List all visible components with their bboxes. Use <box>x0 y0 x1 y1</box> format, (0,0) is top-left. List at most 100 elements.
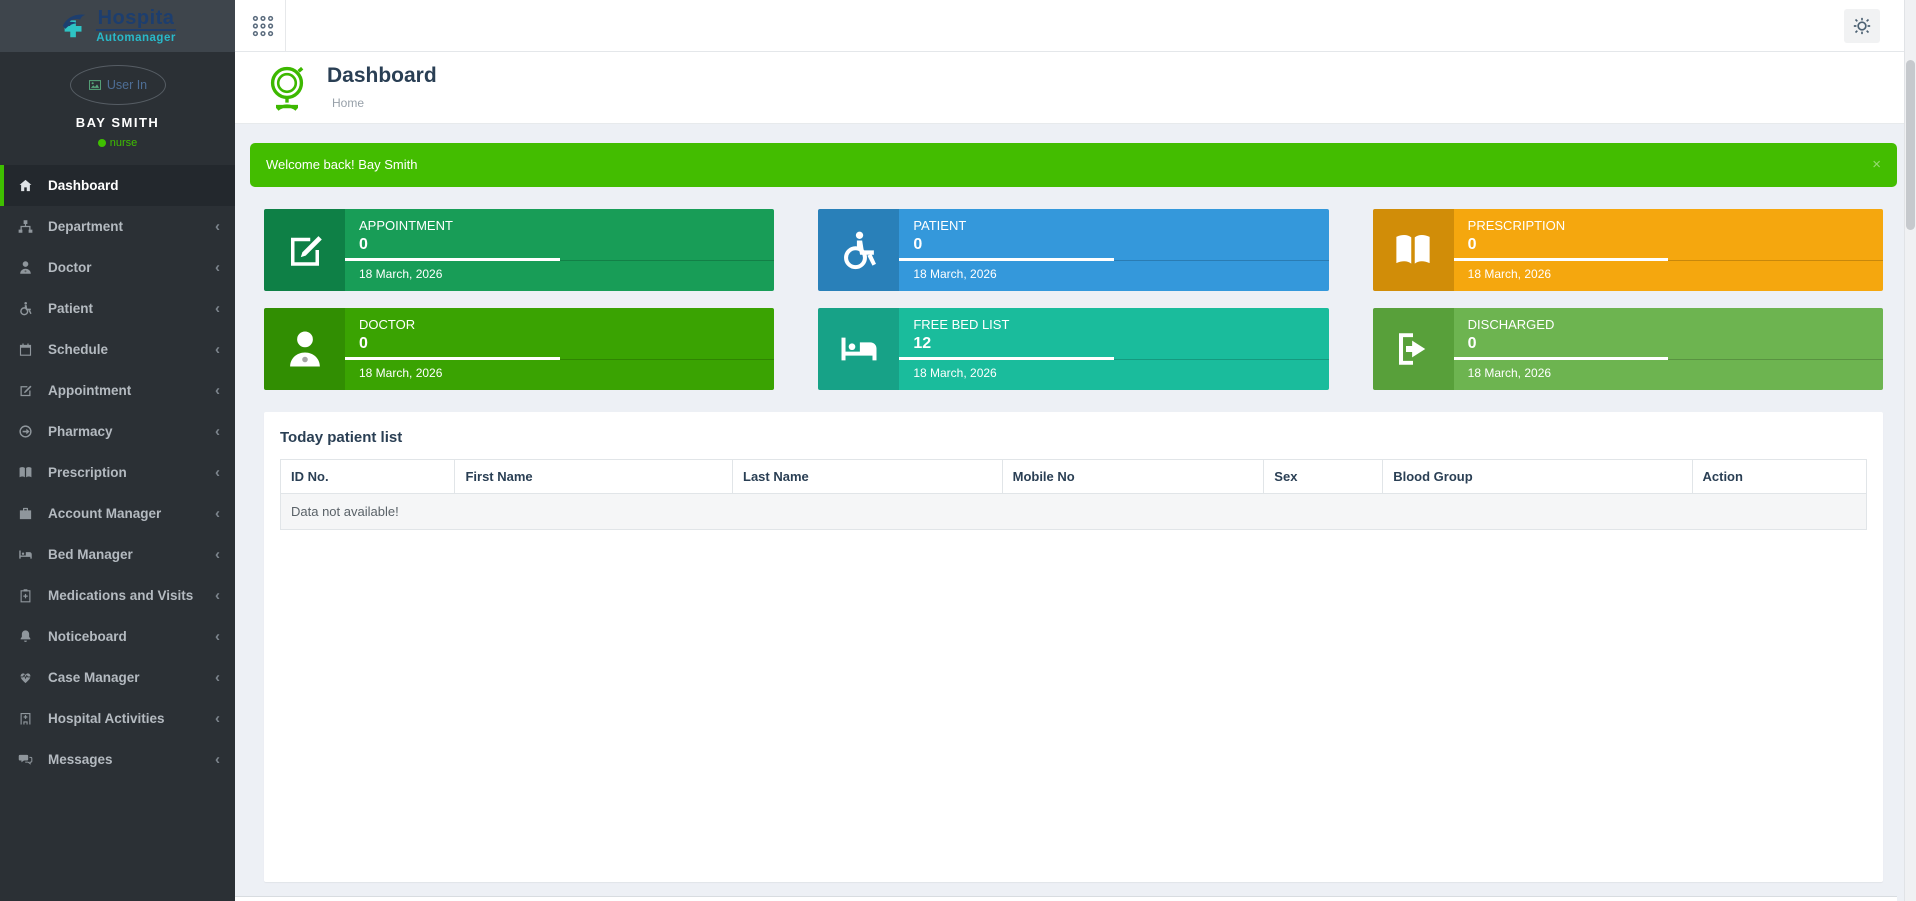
apps-grid-button[interactable] <box>248 11 278 41</box>
sidebar-item-medications-and-visits[interactable]: Medications and Visits ‹ <box>0 575 235 616</box>
broken-image-icon <box>88 78 102 92</box>
stat-card-title: DOCTOR <box>359 317 416 332</box>
stat-card-title: DISCHARGED <box>1467 317 1555 332</box>
stat-card-date: 18 March, 2026 <box>359 267 443 281</box>
bell-icon <box>18 629 33 644</box>
sidebar-item-account-manager[interactable]: Account Manager ‹ <box>0 493 235 534</box>
user-name: BAY SMITH <box>75 115 160 130</box>
doctor-icon <box>18 260 33 275</box>
panel-title: Today patient list <box>280 429 403 446</box>
chevron-left-icon: ‹ <box>215 300 220 317</box>
stat-card-body: PATIENT 0 18 March, 2026 <box>899 209 1329 291</box>
column-header-sex: Sex <box>1263 459 1384 494</box>
topbar-divider <box>285 0 286 51</box>
stat-card-icon-box <box>264 209 345 291</box>
brand-name: Hospita <box>97 6 175 29</box>
sitemap-icon <box>18 219 33 234</box>
sidebar-item-label: Prescription <box>48 465 127 480</box>
stat-card-value: 0 <box>359 335 368 352</box>
footer-strip <box>235 896 1897 901</box>
banner-close-icon[interactable]: × <box>1872 156 1881 173</box>
topbar <box>235 0 1916 52</box>
progress-track <box>899 260 1329 261</box>
sidebar-item-label: Department <box>48 219 124 234</box>
stat-card-date: 18 March, 2026 <box>913 366 997 380</box>
sidebar-item-bed-manager[interactable]: Bed Manager ‹ <box>0 534 235 575</box>
bed-icon <box>18 547 33 562</box>
welcome-banner: Welcome back! Bay Smith × <box>250 143 1897 187</box>
stat-card-title: APPOINTMENT <box>359 218 453 233</box>
stat-card-date: 18 March, 2026 <box>1467 366 1552 380</box>
sidebar-item-schedule[interactable]: Schedule ‹ <box>0 329 235 370</box>
chevron-left-icon: ‹ <box>215 628 220 645</box>
chevron-left-icon: ‹ <box>215 546 220 563</box>
open-book-icon <box>1392 229 1434 271</box>
column-header-action: Action <box>1691 459 1867 494</box>
stat-card-icon-box <box>818 209 900 291</box>
chevron-left-icon: ‹ <box>215 382 220 399</box>
pencil-square-icon <box>284 229 326 271</box>
stat-card-appointment[interactable]: APPOINTMENT 0 18 March, 2026 <box>264 209 775 291</box>
doctor-icon <box>284 328 326 370</box>
sidebar-item-pharmacy[interactable]: Pharmacy ‹ <box>0 411 235 452</box>
sidebar-item-appointment[interactable]: Appointment ‹ <box>0 370 235 411</box>
stat-card-discharged[interactable]: DISCHARGED 0 18 March, 2026 <box>1372 308 1883 390</box>
scrollbar[interactable] <box>1904 0 1916 901</box>
chevron-left-icon: ‹ <box>215 751 220 768</box>
sidebar-item-noticeboard[interactable]: Noticeboard ‹ <box>0 616 235 657</box>
sidebar-item-dashboard[interactable]: Dashboard <box>0 165 235 206</box>
sidebar-item-messages[interactable]: Messages ‹ <box>0 739 235 780</box>
stat-card-title: PATIENT <box>913 218 967 233</box>
stat-card-free-bed-list[interactable]: FREE BED LIST 12 18 March, 2026 <box>818 308 1329 390</box>
sidebar-item-hospital-activities[interactable]: Hospital Activities ‹ <box>0 698 235 739</box>
stat-card-body: PRESCRIPTION 0 18 March, 2026 <box>1453 209 1883 291</box>
brand-logo-icon <box>59 11 89 41</box>
column-header-mobile-no: Mobile No <box>1001 459 1265 494</box>
table-header-row: ID No. First Name Last Name Mobile No Sex Blo… <box>279 459 1867 494</box>
progress-bar <box>345 357 560 360</box>
stat-card-icon-box <box>1372 308 1454 390</box>
sidebar: Hospita Automanager User In BAY SMITH nu… <box>0 0 235 901</box>
brand-suffix: Automanager <box>96 28 176 45</box>
stat-card-patient[interactable]: PATIENT 0 18 March, 2026 <box>818 209 1329 291</box>
progress-track <box>1453 260 1883 261</box>
sidebar-item-label: Dashboard <box>48 178 119 193</box>
sidebar-item-label: Case Manager <box>48 670 140 685</box>
sidebar-item-doctor[interactable]: Doctor ‹ <box>0 247 235 288</box>
brand-logo[interactable]: Hospita Automanager <box>0 0 235 52</box>
welcome-banner-text: Welcome back! Bay Smith <box>266 157 418 172</box>
stat-card-value: 0 <box>359 236 368 253</box>
stat-card-doctor[interactable]: DOCTOR 0 18 March, 2026 <box>264 308 775 390</box>
scrollbar-thumb[interactable] <box>1906 60 1915 230</box>
stat-card-value: 12 <box>913 335 932 352</box>
empty-message: Data not available! <box>280 493 1867 530</box>
stat-card-date: 18 March, 2026 <box>1467 267 1552 281</box>
column-header-blood-group: Blood Group <box>1382 459 1693 494</box>
avatar: User In <box>69 65 166 105</box>
apps-grid-icon <box>250 13 276 39</box>
settings-button[interactable] <box>1844 9 1880 43</box>
bed-icon <box>838 328 880 370</box>
stat-card-icon-box <box>264 308 345 390</box>
column-header-id-no-: ID No. <box>279 459 456 494</box>
sidebar-item-case-manager[interactable]: Case Manager ‹ <box>0 657 235 698</box>
settings-gear-icon <box>1852 16 1872 36</box>
chevron-left-icon: ‹ <box>215 341 220 358</box>
sidebar-item-department[interactable]: Department ‹ <box>0 206 235 247</box>
breadcrumb[interactable]: Home <box>332 96 365 110</box>
stat-card-title: FREE BED LIST <box>913 317 1010 332</box>
calendar-icon <box>18 342 33 357</box>
wheelchair-icon <box>18 301 33 316</box>
page-title: Dashboard <box>327 64 437 87</box>
edit-icon <box>18 383 33 398</box>
stat-card-prescription[interactable]: PRESCRIPTION 0 18 March, 2026 <box>1372 209 1883 291</box>
chevron-left-icon: ‹ <box>215 423 220 440</box>
sidebar-item-label: Account Manager <box>48 506 162 521</box>
home-icon <box>18 178 33 193</box>
sidebar-item-prescription[interactable]: Prescription ‹ <box>0 452 235 493</box>
sidebar-item-patient[interactable]: Patient ‹ <box>0 288 235 329</box>
avatar-alt-text: User In <box>106 78 148 92</box>
stat-card-date: 18 March, 2026 <box>359 366 443 380</box>
chevron-left-icon: ‹ <box>215 464 220 481</box>
